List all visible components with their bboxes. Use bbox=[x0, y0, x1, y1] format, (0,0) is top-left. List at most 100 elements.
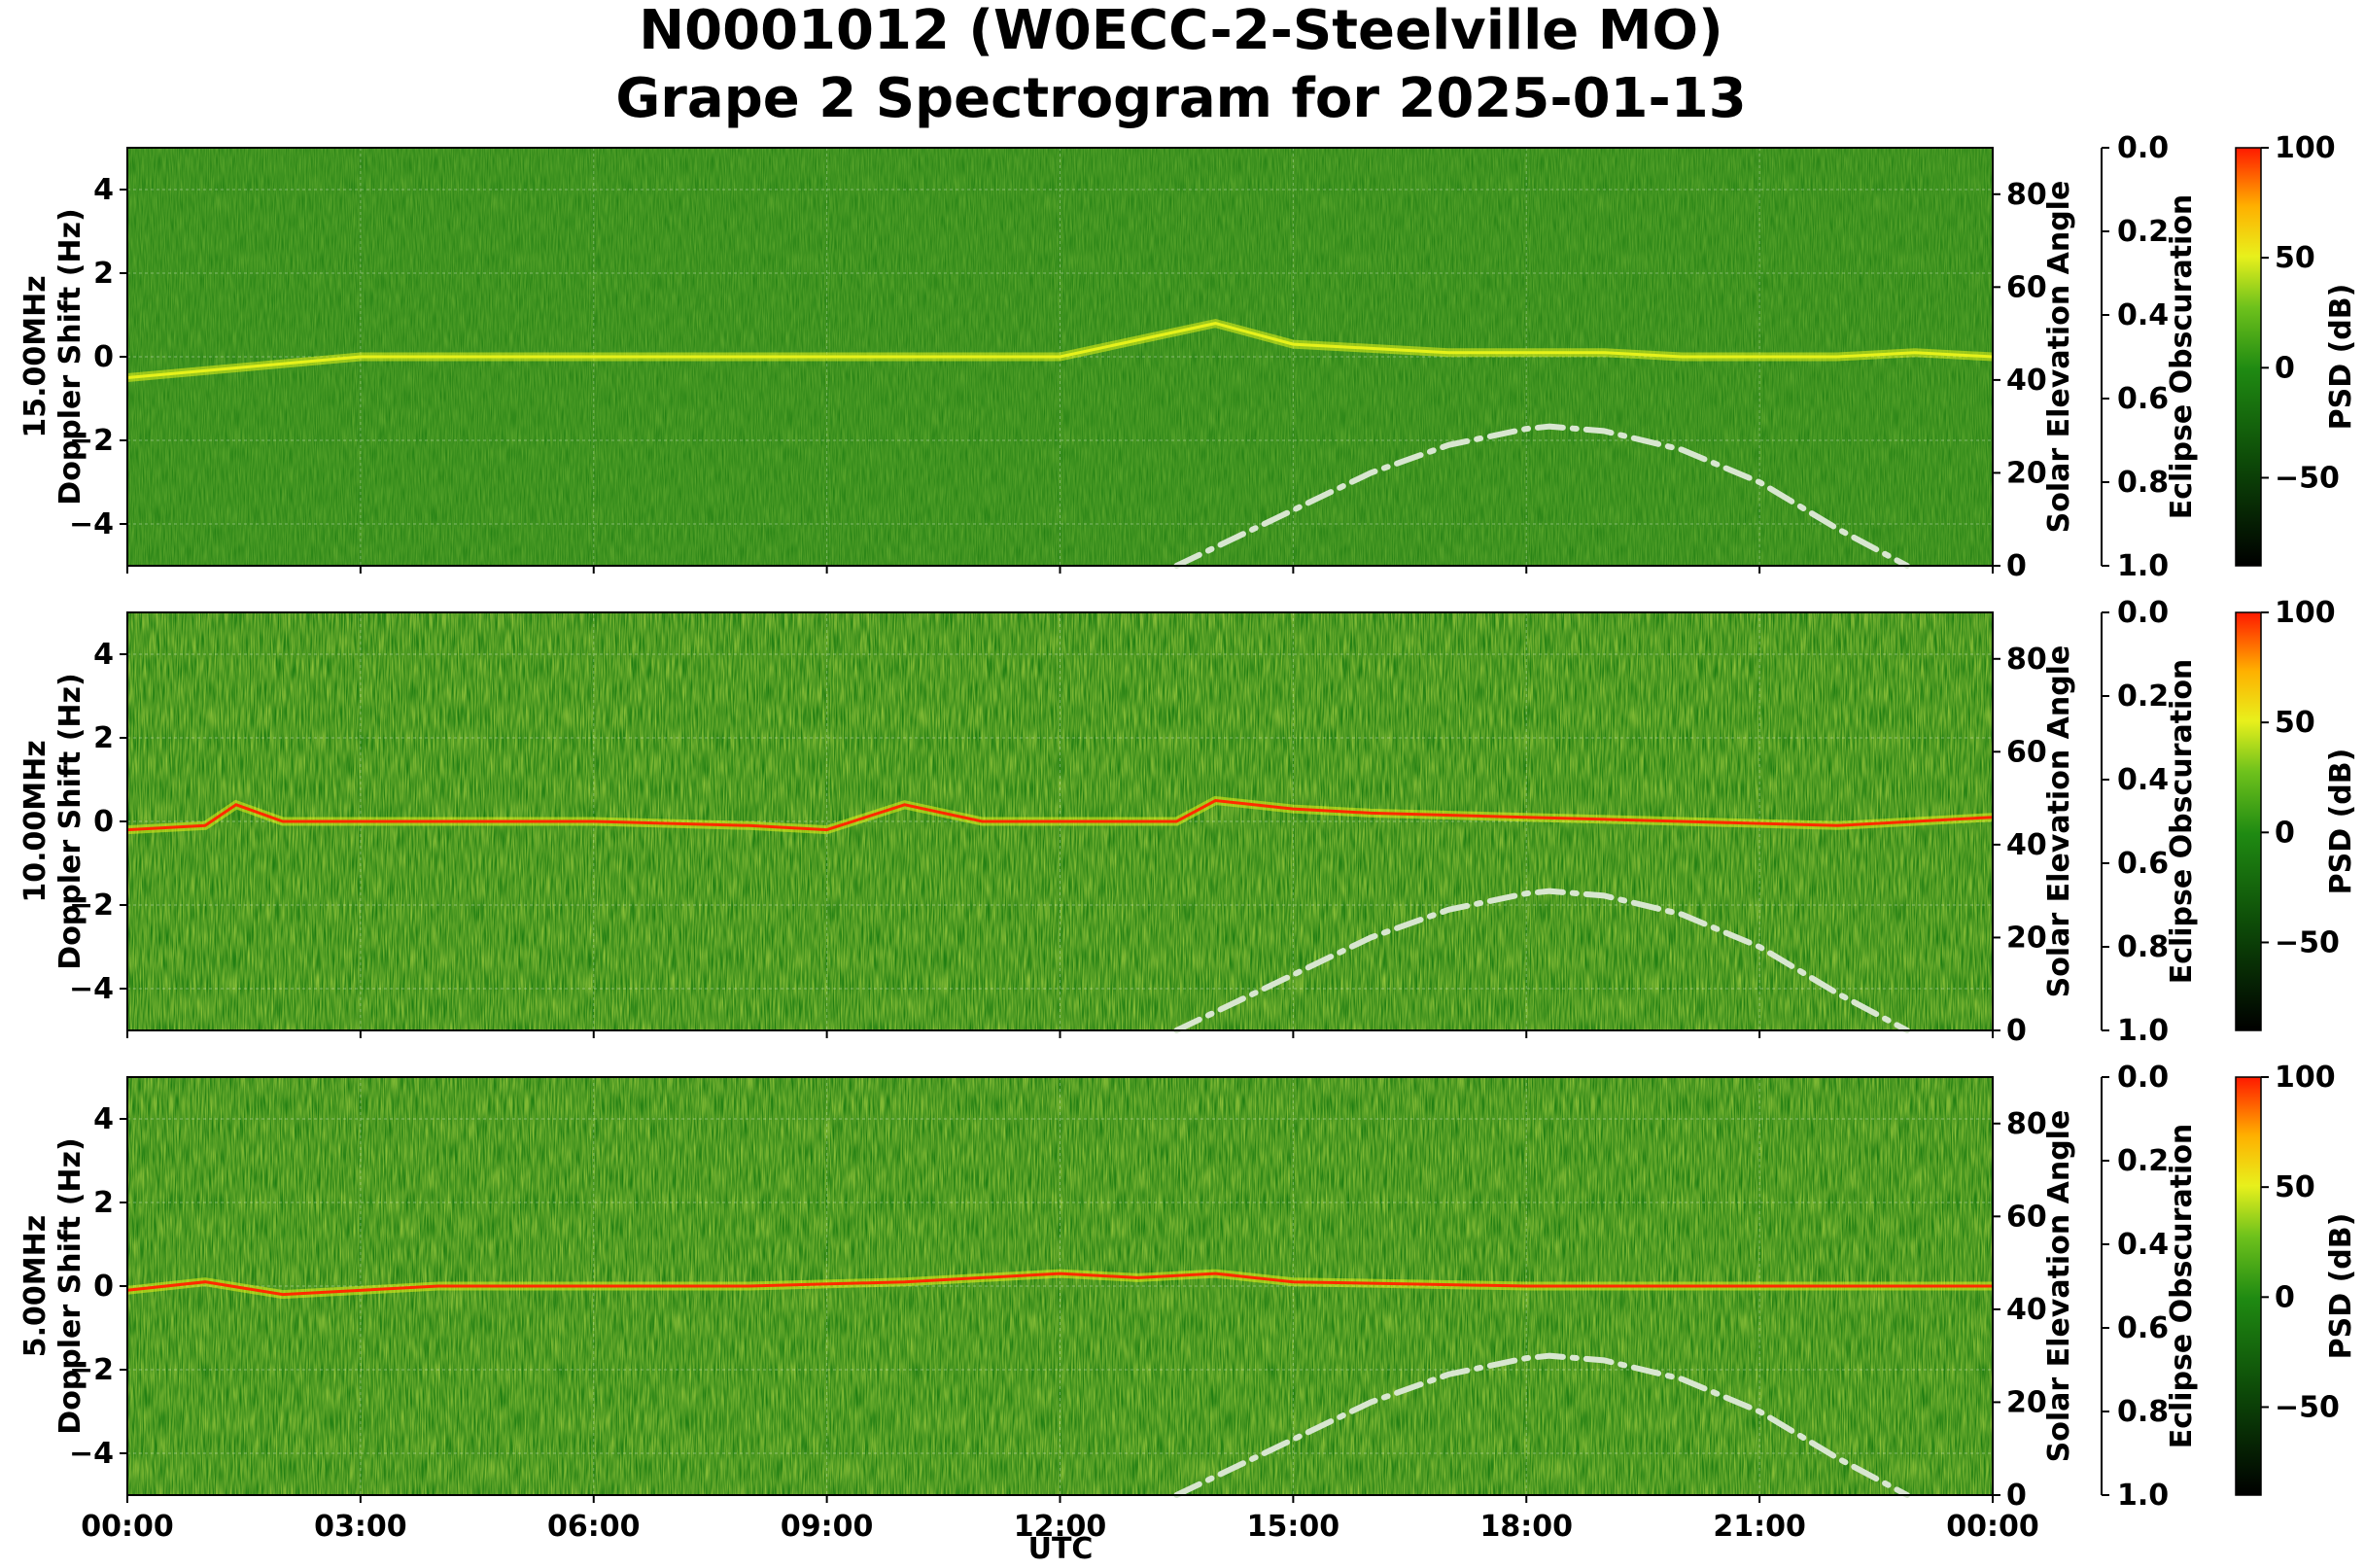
elev-tick-label: 0 bbox=[2006, 1014, 2027, 1048]
panel-5-00mhz: 420−2−45.00MHzDoppler Shift (Hz)80604020… bbox=[18, 1061, 2358, 1544]
y-axis-label: 5.00MHzDoppler Shift (Hz) bbox=[18, 1137, 87, 1434]
y-tick-label: 2 bbox=[93, 1186, 114, 1220]
x-axis-label: UTC bbox=[1028, 1532, 1094, 1566]
elev-tick-label: 60 bbox=[2006, 735, 2047, 769]
solar-elevation-curve bbox=[1173, 1352, 1910, 1498]
y-tick-label: 4 bbox=[93, 1102, 114, 1136]
y-axis-label-line: 15.00MHz bbox=[18, 275, 52, 437]
panels-group: 420−2−415.00MHzDoppler Shift (Hz)8060402… bbox=[18, 131, 2358, 1544]
eclipse-tick-label: 0.4 bbox=[2117, 298, 2169, 332]
eclipse-tick-label: 1.0 bbox=[2117, 549, 2169, 583]
colorbar bbox=[2235, 147, 2262, 567]
eclipse-tick-label: 1.0 bbox=[2117, 1014, 2169, 1048]
colorbar-tick-label: 50 bbox=[2275, 241, 2315, 275]
x-tick-label: 06:00 bbox=[547, 1510, 641, 1544]
elev-tick-label: 60 bbox=[2006, 1200, 2047, 1234]
eclipse-tick-label: 0.2 bbox=[2117, 679, 2169, 714]
colorbar-tick-label: 50 bbox=[2275, 706, 2315, 740]
figure-title-line2: Grape 2 Spectrogram for 2025-01-13 bbox=[615, 67, 1746, 130]
panel-10-00mhz: 420−2−410.00MHzDoppler Shift (Hz)8060402… bbox=[18, 596, 2358, 1048]
eclipse-tick-label: 0.0 bbox=[2117, 131, 2169, 165]
colorbar-tick-label: −50 bbox=[2275, 1390, 2340, 1424]
y-tick-label: 2 bbox=[93, 257, 114, 291]
elev-tick-label: 80 bbox=[2006, 1107, 2047, 1141]
x-tick-label: 09:00 bbox=[781, 1510, 874, 1544]
elev-tick-label: 40 bbox=[2006, 364, 2047, 398]
panel-15-00mhz: 420−2−415.00MHzDoppler Shift (Hz)8060402… bbox=[18, 131, 2358, 583]
elev-tick-label: 60 bbox=[2006, 270, 2047, 304]
y-axis-label-line: Doppler Shift (Hz) bbox=[53, 673, 87, 969]
figure-title-line1: N0001012 (W0ECC-2-Steelville MO) bbox=[639, 0, 1722, 62]
colorbar-label: PSD (dB) bbox=[2324, 284, 2358, 431]
y-tick-label: 0 bbox=[93, 340, 114, 374]
x-tick-label: 15:00 bbox=[1247, 1510, 1340, 1544]
colorbar-tick-label: 100 bbox=[2275, 596, 2336, 630]
x-tick-label: 18:00 bbox=[1480, 1510, 1574, 1544]
y-axis-label-line: 10.00MHz bbox=[18, 740, 52, 902]
y-tick-label: −4 bbox=[69, 507, 114, 541]
eclipse-axis-label: Eclipse Obscuration bbox=[2165, 1124, 2199, 1449]
elev-tick-label: 40 bbox=[2006, 828, 2047, 862]
colorbar-tick-label: 0 bbox=[2275, 351, 2295, 385]
elev-tick-label: 0 bbox=[2006, 1479, 2027, 1513]
x-tick-label: 03:00 bbox=[314, 1510, 407, 1544]
y-axis-label-line: 5.00MHz bbox=[18, 1215, 52, 1357]
eclipse-tick-label: 0.0 bbox=[2117, 1061, 2169, 1095]
eclipse-tick-label: 0.0 bbox=[2117, 596, 2169, 630]
eclipse-tick-label: 0.4 bbox=[2117, 1228, 2169, 1262]
y-axis-label-line: Doppler Shift (Hz) bbox=[53, 1137, 87, 1434]
y-tick-label: −4 bbox=[69, 972, 114, 1006]
eclipse-tick-label: 0.2 bbox=[2117, 215, 2169, 249]
colorbar-tick-label: 100 bbox=[2275, 131, 2336, 165]
solar-elevation-curve bbox=[1173, 423, 1910, 569]
elev-tick-label: 20 bbox=[2006, 921, 2047, 955]
y-tick-label: −2 bbox=[69, 424, 114, 458]
colorbar-tick-label: −50 bbox=[2275, 925, 2340, 959]
eclipse-tick-label: 0.2 bbox=[2117, 1144, 2169, 1178]
eclipse-tick-label: 0.6 bbox=[2117, 1311, 2169, 1345]
elev-tick-label: 80 bbox=[2006, 178, 2047, 212]
colorbar bbox=[2235, 1076, 2262, 1496]
y-tick-label: −2 bbox=[69, 1353, 114, 1387]
colorbar-tick-label: 0 bbox=[2275, 816, 2295, 850]
eclipse-axis-label: Eclipse Obscuration bbox=[2165, 194, 2199, 520]
y-axis-label: 10.00MHzDoppler Shift (Hz) bbox=[18, 673, 87, 969]
colorbar-tick-label: −50 bbox=[2275, 461, 2340, 495]
eclipse-tick-label: 0.8 bbox=[2117, 930, 2169, 964]
eclipse-tick-label: 0.6 bbox=[2117, 847, 2169, 881]
elev-tick-label: 0 bbox=[2006, 549, 2027, 583]
eclipse-tick-label: 0.8 bbox=[2117, 1395, 2169, 1429]
elev-axis-label: Solar Elevation Angle bbox=[2042, 1110, 2076, 1463]
eclipse-tick-label: 1.0 bbox=[2117, 1479, 2169, 1513]
y-tick-label: 2 bbox=[93, 721, 114, 755]
y-tick-label: 4 bbox=[93, 173, 114, 207]
y-tick-label: 0 bbox=[93, 805, 114, 839]
colorbar-label: PSD (dB) bbox=[2324, 749, 2358, 895]
elev-tick-label: 20 bbox=[2006, 1385, 2047, 1419]
colorbar-tick-label: 50 bbox=[2275, 1170, 2315, 1204]
colorbar bbox=[2235, 611, 2262, 1031]
y-axis-label-line: Doppler Shift (Hz) bbox=[53, 208, 87, 505]
x-tick-label: 00:00 bbox=[81, 1510, 174, 1544]
carrier-trace bbox=[126, 1272, 1993, 1297]
eclipse-axis-label: Eclipse Obscuration bbox=[2165, 659, 2199, 985]
colorbar-tick-label: 100 bbox=[2275, 1061, 2336, 1095]
elev-axis-label: Solar Elevation Angle bbox=[2042, 181, 2076, 534]
colorbar-tick-label: 0 bbox=[2275, 1280, 2295, 1314]
elev-axis-label: Solar Elevation Angle bbox=[2042, 645, 2076, 998]
eclipse-tick-label: 0.4 bbox=[2117, 763, 2169, 797]
carrier-trace bbox=[126, 798, 1994, 832]
x-tick-label: 21:00 bbox=[1713, 1510, 1806, 1544]
y-tick-label: 4 bbox=[93, 638, 114, 672]
elev-tick-label: 40 bbox=[2006, 1293, 2047, 1327]
y-axis-label: 15.00MHzDoppler Shift (Hz) bbox=[18, 208, 87, 505]
elev-tick-label: 20 bbox=[2006, 456, 2047, 490]
x-tick-label: 00:00 bbox=[1946, 1510, 2039, 1544]
y-tick-label: −2 bbox=[69, 889, 114, 923]
elev-tick-label: 80 bbox=[2006, 643, 2047, 677]
colorbar-label: PSD (dB) bbox=[2324, 1213, 2358, 1360]
y-tick-label: −4 bbox=[69, 1437, 114, 1471]
carrier-trace bbox=[126, 322, 1994, 379]
y-tick-label: 0 bbox=[93, 1270, 114, 1304]
